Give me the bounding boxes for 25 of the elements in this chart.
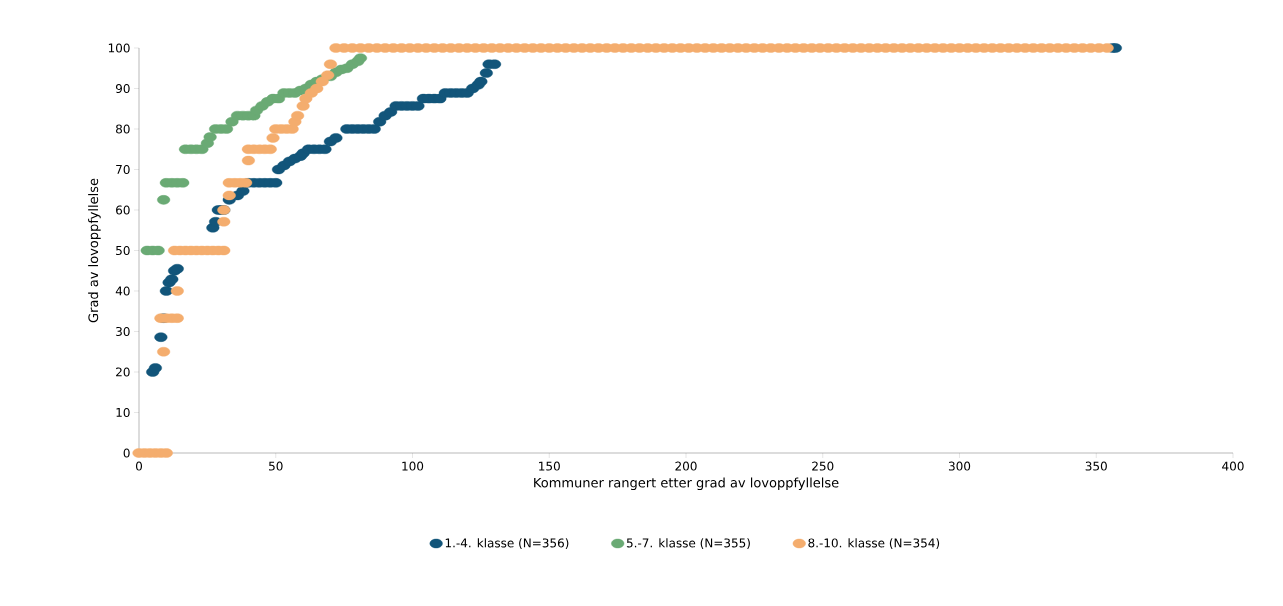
y-tick-label: 10 [116, 407, 130, 418]
x-tick-label: 300 [948, 461, 971, 471]
legend-label: 5.-7. klasse (N=355) [626, 538, 750, 549]
y-tick-label: 20 [116, 367, 130, 377]
y-tick-label: 70 [116, 164, 130, 175]
legend-label: 8.-10. klasse (N=354) [808, 538, 940, 549]
y-tick-label: 30 [116, 326, 130, 337]
x-tick-label: 150 [539, 461, 560, 471]
x-tick-label: 0 [135, 461, 143, 471]
x-tick-label: 100 [402, 461, 424, 471]
y-tick-label: 0 [123, 448, 130, 458]
y-tick-label: 60 [116, 205, 130, 215]
x-tick-label: 200 [675, 461, 697, 471]
y-tick-label: 90 [115, 83, 130, 94]
legend-label: 1.-4. klasse (N=356) [445, 538, 569, 549]
y-axis-title: Grad av lovoppfyllelse [88, 178, 101, 323]
x-tick-label: 350 [1085, 461, 1107, 471]
x-axis-title: Kommuner rangert etter grad av lovoppfyllelse [534, 477, 839, 491]
x-tick-label: 400 [1222, 461, 1244, 471]
y-tick-label: 100 [108, 43, 130, 53]
x-tick-label: 250 [812, 461, 834, 471]
y-tick-label: 40 [115, 286, 130, 296]
x-tick-label: 50 [269, 461, 283, 471]
y-tick-label: 50 [116, 245, 130, 256]
y-tick-label: 80 [116, 124, 130, 134]
